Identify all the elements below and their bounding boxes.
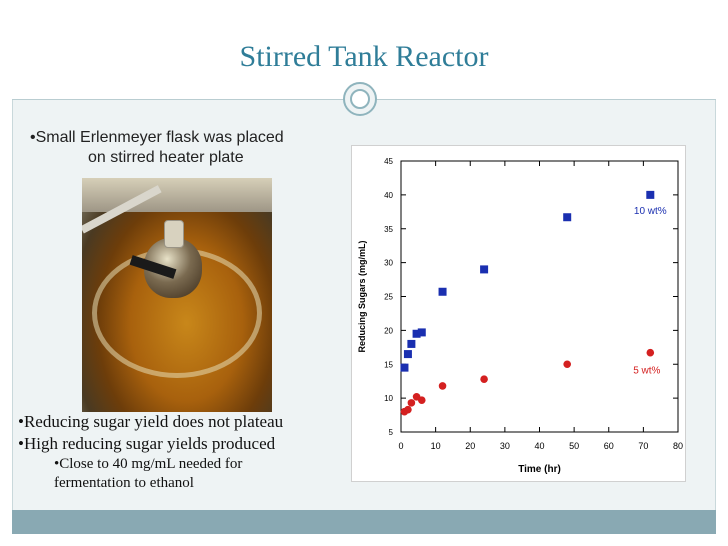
- x-tick-label: 0: [398, 441, 403, 451]
- data-point-circle: [646, 348, 655, 357]
- data-point-circle: [404, 405, 412, 414]
- y-tick-label: 45: [384, 157, 393, 166]
- flask-photo: [82, 178, 272, 412]
- data-point-square: [646, 190, 655, 199]
- data-point-circle: [407, 399, 416, 407]
- footer-band: [12, 510, 716, 534]
- x-tick-label: 10: [431, 441, 441, 451]
- y-axis-label: Reducing Sugars (mg/mL): [357, 240, 367, 352]
- y-tick-label: 30: [384, 259, 393, 268]
- x-tick-label: 30: [500, 441, 510, 451]
- series-annotation: 10 wt%: [634, 206, 667, 217]
- data-point-circle: [480, 375, 488, 383]
- y-tick-label: 35: [384, 225, 393, 234]
- flask-neck: [164, 220, 184, 248]
- data-point-square: [403, 350, 412, 359]
- x-tick-label: 20: [465, 441, 475, 451]
- x-tick-label: 70: [638, 441, 648, 451]
- y-tick-label: 5: [389, 428, 394, 437]
- scatter-chart: 0 10 20 30 40 50 60 70 80 5 10 15 20 25 30 35 40 45 Time (…: [357, 157, 683, 475]
- data-point-square: [563, 213, 572, 222]
- y-tick-label: 40: [384, 191, 393, 200]
- data-point-square: [407, 339, 416, 348]
- data-point-square: [438, 287, 447, 296]
- bullet-item: •Reducing sugar yield does not plateau: [18, 412, 284, 431]
- x-tick-label: 40: [534, 441, 544, 451]
- series-annotation: 5 wt%: [633, 366, 660, 377]
- x-axis-label: Time (hr): [518, 464, 561, 475]
- title-ornament-icon: [343, 82, 377, 116]
- x-tick-label: 60: [604, 441, 614, 451]
- y-tick-label: 20: [384, 326, 393, 335]
- y-tick-label: 25: [384, 293, 393, 302]
- caption-line-1: •Small Erlenmeyer flask was placed: [30, 129, 284, 146]
- slide-title: Stirred Tank Reactor: [239, 40, 489, 73]
- photo-caption: •Small Erlenmeyer flask was placed on st…: [30, 128, 330, 168]
- bullet-item: •High reducing sugar yields produced: [18, 434, 276, 453]
- data-point-square: [480, 265, 489, 274]
- chart-panel: 0 10 20 30 40 50 60 70 80 5 10 15 20 25 30 35 40 45 Time (…: [351, 145, 686, 482]
- data-point-square: [412, 329, 421, 338]
- sub-bullet-item: fermentation to ethanol: [54, 475, 194, 491]
- photo-background: [82, 178, 272, 212]
- y-tick-label: 10: [384, 394, 393, 403]
- x-tick-label: 80: [673, 441, 683, 451]
- plot-area: [400, 160, 679, 433]
- bullet-list: •Reducing sugar yield does not plateau •…: [18, 411, 358, 493]
- data-point-circle: [438, 382, 447, 390]
- data-point-square: [417, 328, 426, 337]
- x-tick-label: 50: [569, 441, 579, 451]
- y-tick-label: 15: [384, 360, 393, 369]
- data-point-circle: [563, 360, 571, 369]
- data-point-square: [400, 363, 409, 372]
- caption-line-2: on stirred heater plate: [88, 149, 244, 166]
- data-point-circle: [417, 396, 426, 404]
- sub-bullet-item: •Close to 40 mg/mL needed for: [54, 456, 243, 472]
